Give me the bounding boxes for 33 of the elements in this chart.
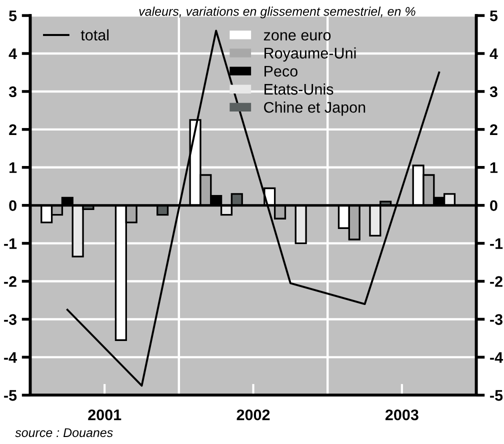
chart-subtitle: valeurs, variations en glissement semestriel, en % [139, 6, 416, 18]
y-tick-label: 4 [8, 48, 17, 60]
y2-tick-label: 2 [490, 124, 498, 135]
source-note: source : Douanes [15, 428, 113, 438]
x-tick-label: 2002 [236, 409, 270, 420]
legend-label: Chine et Japon [264, 102, 366, 116]
y2-tick-label: -3 [490, 314, 503, 325]
y-tick-label: 5 [9, 10, 17, 22]
y2-tick-label: -1 [490, 238, 503, 249]
y-tick-label: 3 [8, 86, 16, 98]
y2-tick-label: 3 [490, 86, 498, 98]
y-tick-label: -5 [4, 390, 17, 401]
y2-tick-label: 0 [490, 200, 498, 212]
y2-tick-label: 4 [490, 48, 498, 60]
legend-label: zone euro [264, 32, 331, 41]
y2-tick-label: 1 [490, 162, 498, 173]
legend-label: Etats-Unis [264, 83, 334, 95]
y-tick-label: -4 [4, 352, 17, 363]
legend-label: Peco [264, 66, 298, 77]
y-tick-label: -1 [4, 238, 17, 249]
y-tick-label: -2 [4, 276, 16, 287]
y-tick-label: 0 [9, 200, 16, 212]
x-tick-label: 2001 [88, 409, 122, 420]
legend-label: total [80, 29, 109, 41]
y-tick-label: -3 [4, 314, 16, 325]
y2-tick-label: -2 [490, 276, 502, 287]
legend-label: Royaume-Uni [264, 47, 356, 62]
y-tick-label: 2 [9, 124, 16, 135]
y2-tick-label: -5 [490, 390, 503, 401]
y2-tick-label: -4 [490, 352, 503, 363]
y2-tick-label: 5 [490, 10, 498, 22]
y-tick-label: 1 [10, 162, 17, 173]
x-tick-label: 2003 [385, 409, 418, 420]
